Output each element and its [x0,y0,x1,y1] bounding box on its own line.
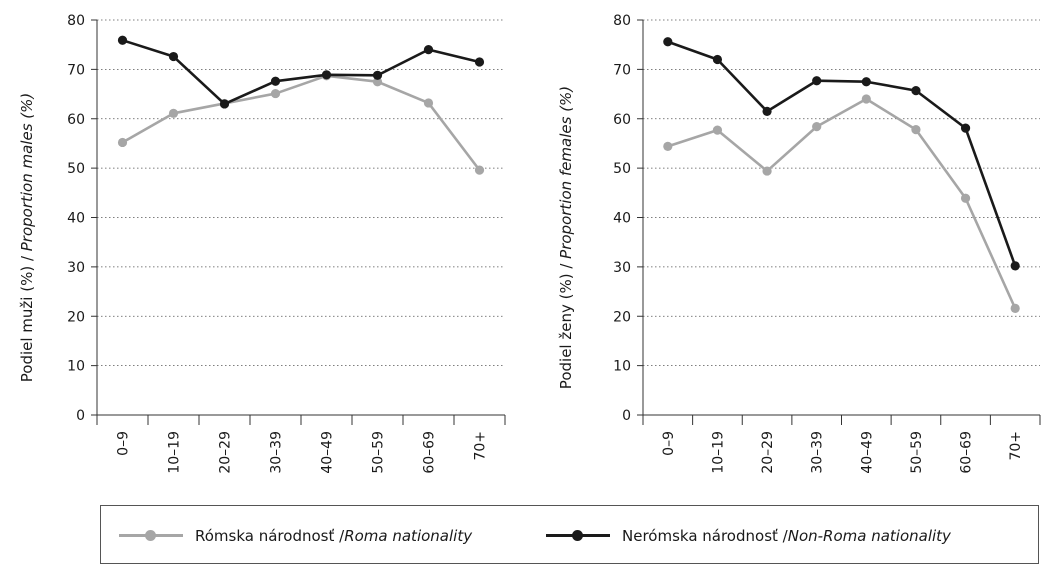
x-tick-label: 30–39 [810,431,826,474]
legend: Rómska národnosť / Roma nationality Neró… [100,505,1039,564]
x-tick-label: 70+ [473,431,489,461]
data-point-roma [474,165,485,175]
y-tick-label: 30 [67,260,85,276]
series-line-roma [121,74,481,171]
data-point-non_roma [270,76,281,86]
legend-label-non-roma-italic: Non-Roma nationality [787,526,951,545]
data-point-non_roma [219,99,230,109]
y-tick-label: 10 [67,359,85,375]
y-tick-label: 80 [613,13,631,29]
data-point-non_roma [423,45,434,55]
series-line-roma [667,97,1017,309]
data-point-non_roma [117,35,128,45]
y-tick-label: 0 [622,408,631,424]
x-tick-label: 0–9 [661,431,677,456]
legend-item-non-roma: Nerómska národnosť / Non-Roma nationalit… [546,506,951,565]
data-point-roma [812,122,822,132]
data-point-non_roma [812,76,822,86]
x-tick-label: 0–9 [116,431,132,456]
y-tick-label: 30 [613,260,631,276]
data-point-roma [911,125,921,135]
y-tick-label: 70 [67,62,85,78]
y-tick-label: 40 [613,211,631,227]
legend-label-roma-italic: Roma nationality [344,526,473,545]
data-point-non_roma [861,77,871,87]
x-tick-label: 50–59 [371,431,387,474]
data-point-roma [423,98,434,108]
y-tick-label: 50 [67,161,85,177]
x-tick-label: 20–29 [760,431,776,474]
x-tick-label: 60–69 [959,431,975,474]
data-point-roma [712,125,723,135]
y-tick-label: 50 [613,161,631,177]
data-point-non_roma [372,70,383,80]
x-tick-label: 50–59 [909,431,925,474]
data-point-non_roma [762,106,772,116]
data-point-non_roma [1010,261,1020,271]
data-point-non_roma [712,54,723,65]
y-tick-label: 10 [613,359,631,375]
series-line-non_roma [667,40,1017,267]
legend-item-roma: Rómska národnosť / Roma nationality [119,506,472,565]
data-point-non_roma [474,57,485,67]
y-axis-title: Podiel muži (%) / Proportion males (%) [18,93,36,383]
data-point-roma [1010,303,1020,313]
y-tick-label: 80 [67,13,85,29]
legend-marker-non-roma [546,529,610,542]
data-point-roma [960,193,971,203]
y-tick-label: 60 [67,112,85,128]
chart-males: 0 10 20 30 40 50 60 70 80 0–9 10–19 20–29 30–39 40–49… [18,13,506,474]
legend-marker-roma [119,529,183,542]
y-tick-label: 60 [613,112,631,128]
chart-females: 0 10 20 30 40 50 60 70 80 0–9 10–19 20–29 30–39 40–49… [557,13,1041,474]
y-tick-label: 0 [76,408,85,424]
x-tick-label: 10–19 [167,431,183,474]
y-tick-label: 40 [67,211,85,227]
x-tick-label: 30–39 [269,431,285,474]
data-point-non_roma [960,123,971,133]
data-point-roma [762,166,772,176]
data-point-non_roma [321,70,332,80]
data-point-non_roma [663,37,673,47]
x-tick-label: 60–69 [422,431,438,474]
x-tick-label: 40–49 [320,431,336,474]
y-tick-label: 20 [613,309,631,325]
data-point-non_roma [168,51,179,62]
y-tick-label: 70 [613,62,631,78]
series-line-non_roma [122,39,480,106]
y-axis-title: Podiel ženy (%) / Proportion females (%) [557,86,575,389]
x-tick-label: 20–29 [218,431,234,474]
data-point-roma [663,141,673,151]
data-point-roma [168,108,179,118]
x-tick-label: 70+ [1008,431,1024,461]
data-point-roma [372,77,383,87]
y-tick-label: 20 [67,309,85,325]
data-point-roma [117,137,128,148]
legend-label-roma-plain: Rómska národnosť / [195,526,345,545]
x-tick-label: 10–19 [710,431,726,474]
legend-label-non-roma-plain: Nerómska národnosť / [622,526,788,545]
x-tick-label: 40–49 [859,431,875,474]
data-point-roma [270,88,281,99]
data-point-non_roma [911,86,921,96]
data-point-roma [861,94,871,104]
